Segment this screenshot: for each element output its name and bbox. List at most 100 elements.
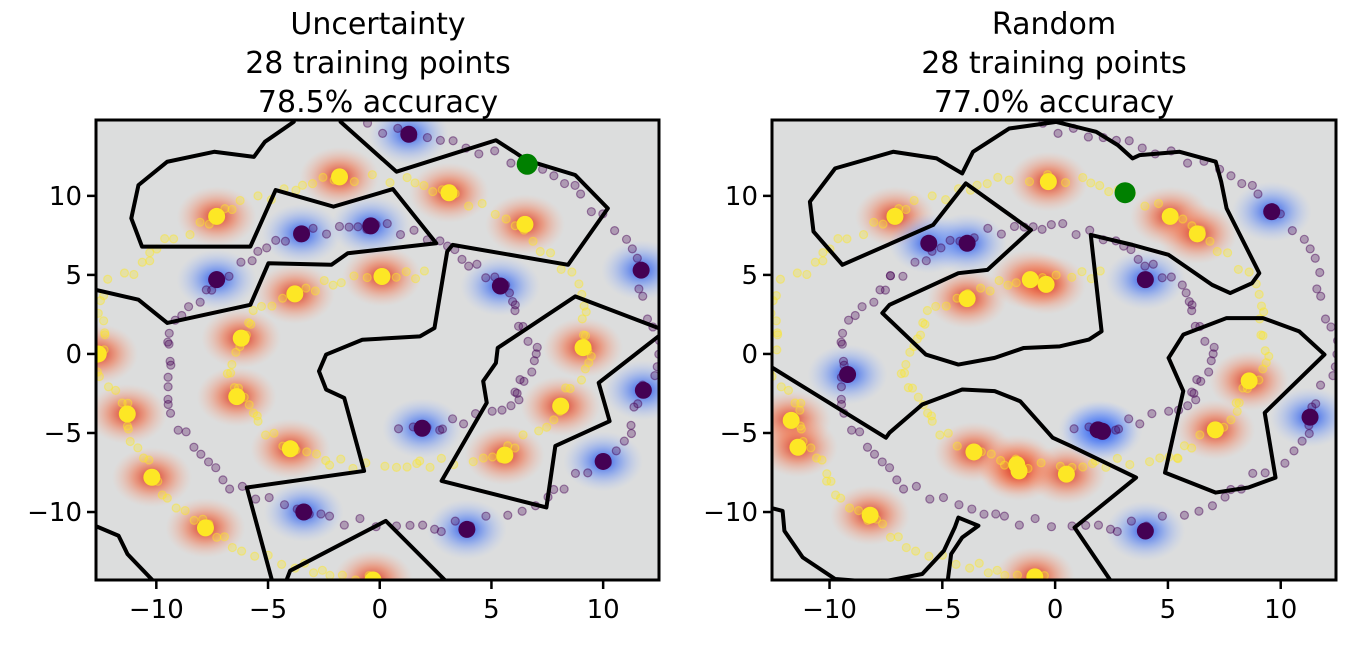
unlabeled-point-class-1 bbox=[189, 515, 199, 525]
unlabeled-point-class-0 bbox=[838, 356, 849, 366]
unlabeled-point-class-1 bbox=[428, 186, 438, 197]
unlabeled-point-class-1 bbox=[574, 279, 584, 289]
unlabeled-point-class-0 bbox=[1200, 336, 1210, 346]
unlabeled-point-class-1 bbox=[812, 453, 822, 463]
labeled-point-class-1 bbox=[1010, 462, 1028, 480]
labeled-point-class-0 bbox=[362, 217, 380, 235]
unlabeled-point-class-1 bbox=[818, 248, 828, 258]
unlabeled-point-class-0 bbox=[457, 254, 467, 264]
labeled-point-class-0 bbox=[1136, 271, 1154, 289]
decision-boundary bbox=[439, 294, 659, 510]
class-0-confidence-glow bbox=[601, 240, 659, 301]
unlabeled-point-class-1 bbox=[160, 234, 170, 244]
unlabeled-point-class-0 bbox=[519, 376, 529, 386]
labeled-point-class-0 bbox=[634, 381, 652, 399]
unlabeled-point-class-0 bbox=[353, 222, 363, 232]
unlabeled-point-class-0 bbox=[1166, 272, 1176, 282]
unlabeled-point-class-1 bbox=[1212, 246, 1222, 257]
unlabeled-point-class-0 bbox=[163, 337, 173, 347]
labeled-point-class-1 bbox=[1039, 173, 1057, 191]
unlabeled-point-class-1 bbox=[219, 532, 230, 542]
x-tick-label: 10 bbox=[1264, 595, 1297, 625]
unlabeled-point-class-0 bbox=[236, 257, 246, 267]
unlabeled-point-class-0 bbox=[837, 339, 847, 349]
unlabeled-point-class-1 bbox=[248, 408, 259, 418]
unlabeled-point-class-0 bbox=[1189, 388, 1199, 398]
unlabeled-point-class-0 bbox=[395, 229, 406, 240]
unlabeled-point-class-0 bbox=[506, 158, 516, 168]
y-tick-label: −5 bbox=[720, 419, 758, 449]
unlabeled-point-class-0 bbox=[1187, 306, 1197, 316]
unlabeled-point-class-1 bbox=[212, 532, 222, 542]
unlabeled-point-class-1 bbox=[250, 551, 260, 561]
unlabeled-point-class-0 bbox=[481, 273, 491, 283]
unlabeled-point-class-1 bbox=[318, 172, 328, 183]
unlabeled-point-class-1 bbox=[99, 316, 109, 326]
unlabeled-point-class-1 bbox=[986, 449, 996, 459]
unlabeled-point-class-1 bbox=[401, 267, 411, 277]
axes-frame bbox=[94, 118, 661, 582]
unlabeled-point-class-1 bbox=[220, 204, 230, 214]
unlabeled-point-class-1 bbox=[317, 565, 327, 575]
unlabeled-point-class-1 bbox=[144, 455, 154, 465]
unlabeled-point-class-0 bbox=[855, 427, 865, 437]
unlabeled-point-class-0 bbox=[1209, 342, 1219, 352]
unlabeled-point-class-1 bbox=[952, 441, 962, 451]
unlabeled-point-class-1 bbox=[468, 457, 478, 467]
unlabeled-point-class-1 bbox=[253, 416, 263, 426]
unlabeled-point-class-0 bbox=[850, 310, 860, 321]
labeled-point-class-1 bbox=[96, 345, 107, 363]
panel-uncertainty: Uncertainty 28 training points 78.5% acc… bbox=[27, 7, 661, 625]
unlabeled-point-class-0 bbox=[201, 285, 211, 295]
unlabeled-point-class-0 bbox=[1133, 254, 1143, 264]
unlabeled-point-class-1 bbox=[267, 301, 277, 311]
unlabeled-point-class-1 bbox=[1077, 267, 1087, 277]
unlabeled-point-class-1 bbox=[858, 229, 869, 240]
unlabeled-point-class-1 bbox=[922, 408, 933, 418]
unlabeled-point-class-1 bbox=[478, 453, 488, 463]
unlabeled-point-class-0 bbox=[324, 511, 335, 521]
unlabeled-point-class-1 bbox=[1036, 458, 1046, 468]
unlabeled-point-class-0 bbox=[954, 500, 964, 510]
unlabeled-point-class-0 bbox=[262, 243, 272, 253]
labeled-point-class-1 bbox=[1026, 568, 1044, 580]
unlabeled-point-class-1 bbox=[775, 274, 786, 284]
unlabeled-point-class-0 bbox=[1111, 425, 1121, 435]
unlabeled-point-class-0 bbox=[921, 256, 931, 266]
x-tick-label: 0 bbox=[1047, 595, 1064, 625]
unlabeled-point-class-0 bbox=[1181, 288, 1191, 298]
unlabeled-point-class-0 bbox=[382, 218, 392, 229]
unlabeled-point-class-1 bbox=[321, 455, 331, 466]
unlabeled-point-class-1 bbox=[227, 204, 237, 215]
unlabeled-point-class-1 bbox=[783, 385, 794, 395]
unlabeled-point-class-0 bbox=[515, 375, 525, 385]
unlabeled-point-class-1 bbox=[252, 411, 262, 421]
unlabeled-point-class-0 bbox=[474, 149, 484, 159]
unlabeled-point-class-0 bbox=[999, 511, 1010, 521]
unlabeled-point-class-0 bbox=[884, 463, 895, 473]
unlabeled-point-class-1 bbox=[138, 453, 149, 463]
unlabeled-point-class-0 bbox=[339, 520, 349, 530]
labeled-point-class-0 bbox=[958, 234, 976, 252]
x-tick-label: −10 bbox=[129, 595, 184, 625]
unlabeled-point-class-1 bbox=[157, 490, 167, 500]
unlabeled-point-class-0 bbox=[163, 372, 173, 382]
unlabeled-point-class-1 bbox=[1000, 570, 1010, 580]
unlabeled-point-class-1 bbox=[412, 458, 422, 469]
unlabeled-point-class-1 bbox=[510, 443, 520, 453]
unlabeled-point-class-0 bbox=[166, 360, 176, 370]
unlabeled-point-class-0 bbox=[549, 171, 559, 181]
unlabeled-point-class-1 bbox=[878, 219, 888, 229]
unlabeled-point-class-0 bbox=[418, 520, 428, 530]
y-tick-label: 10 bbox=[725, 182, 758, 212]
unlabeled-point-class-0 bbox=[1046, 522, 1057, 532]
unlabeled-point-class-1 bbox=[795, 405, 805, 415]
unlabeled-point-class-0 bbox=[629, 402, 639, 412]
unlabeled-point-class-1 bbox=[565, 383, 575, 394]
labeled-point-class-1 bbox=[286, 285, 304, 303]
unlabeled-point-class-1 bbox=[253, 191, 263, 201]
labeled-point-class-0 bbox=[1263, 203, 1281, 221]
unlabeled-point-class-1 bbox=[402, 462, 412, 472]
unlabeled-point-class-1 bbox=[119, 268, 130, 278]
title-line-1: Uncertainty bbox=[290, 7, 465, 42]
